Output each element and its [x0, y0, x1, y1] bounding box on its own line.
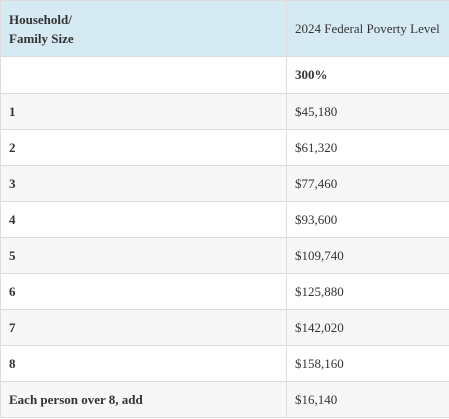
amount-cell: $16,140	[286, 381, 449, 418]
amount-cell: $158,160	[286, 345, 449, 382]
table-row: 6 $125,880	[0, 273, 449, 310]
amount-cell: $93,600	[286, 201, 449, 238]
household-size-cell: 3	[0, 165, 287, 202]
percent-cell: 300%	[286, 56, 449, 94]
percent-row-size-cell	[0, 56, 287, 94]
percent-row: 300%	[0, 56, 449, 94]
table-row: 2 $61,320	[0, 129, 449, 166]
table-header: Household/ Family Size 2024 Federal Pove…	[0, 0, 449, 57]
amount-cell: $109,740	[286, 237, 449, 274]
amount-cell: $61,320	[286, 129, 449, 166]
amount-cell: $142,020	[286, 309, 449, 346]
household-size-cell: 6	[0, 273, 287, 310]
table-body: 300% 1 $45,180 2 $61,320 3 $77,460 4 $93…	[0, 56, 449, 418]
poverty-level-header: 2024 Federal Poverty Level	[286, 0, 449, 57]
household-size-header: Household/ Family Size	[0, 0, 287, 57]
amount-cell: $125,880	[286, 273, 449, 310]
household-size-header-line2: Family Size	[9, 30, 74, 46]
household-size-cell: 4	[0, 201, 287, 238]
household-size-cell: 5	[0, 237, 287, 274]
household-size-cell: Each person over 8, add	[0, 381, 287, 418]
household-size-header-line1: Household/	[9, 11, 72, 27]
household-size-cell: 1	[0, 93, 287, 130]
header-row: Household/ Family Size 2024 Federal Pove…	[0, 0, 449, 57]
table-row: 8 $158,160	[0, 345, 449, 382]
amount-cell: $45,180	[286, 93, 449, 130]
household-size-cell: 2	[0, 129, 287, 166]
household-size-cell: 8	[0, 345, 287, 382]
amount-cell: $77,460	[286, 165, 449, 202]
household-size-cell: 7	[0, 309, 287, 346]
table-row: 4 $93,600	[0, 201, 449, 238]
table-row: 5 $109,740	[0, 237, 449, 274]
table-row: 1 $45,180	[0, 93, 449, 130]
table-row: 3 $77,460	[0, 165, 449, 202]
table-row: 7 $142,020	[0, 309, 449, 346]
table-row: Each person over 8, add $16,140	[0, 381, 449, 418]
